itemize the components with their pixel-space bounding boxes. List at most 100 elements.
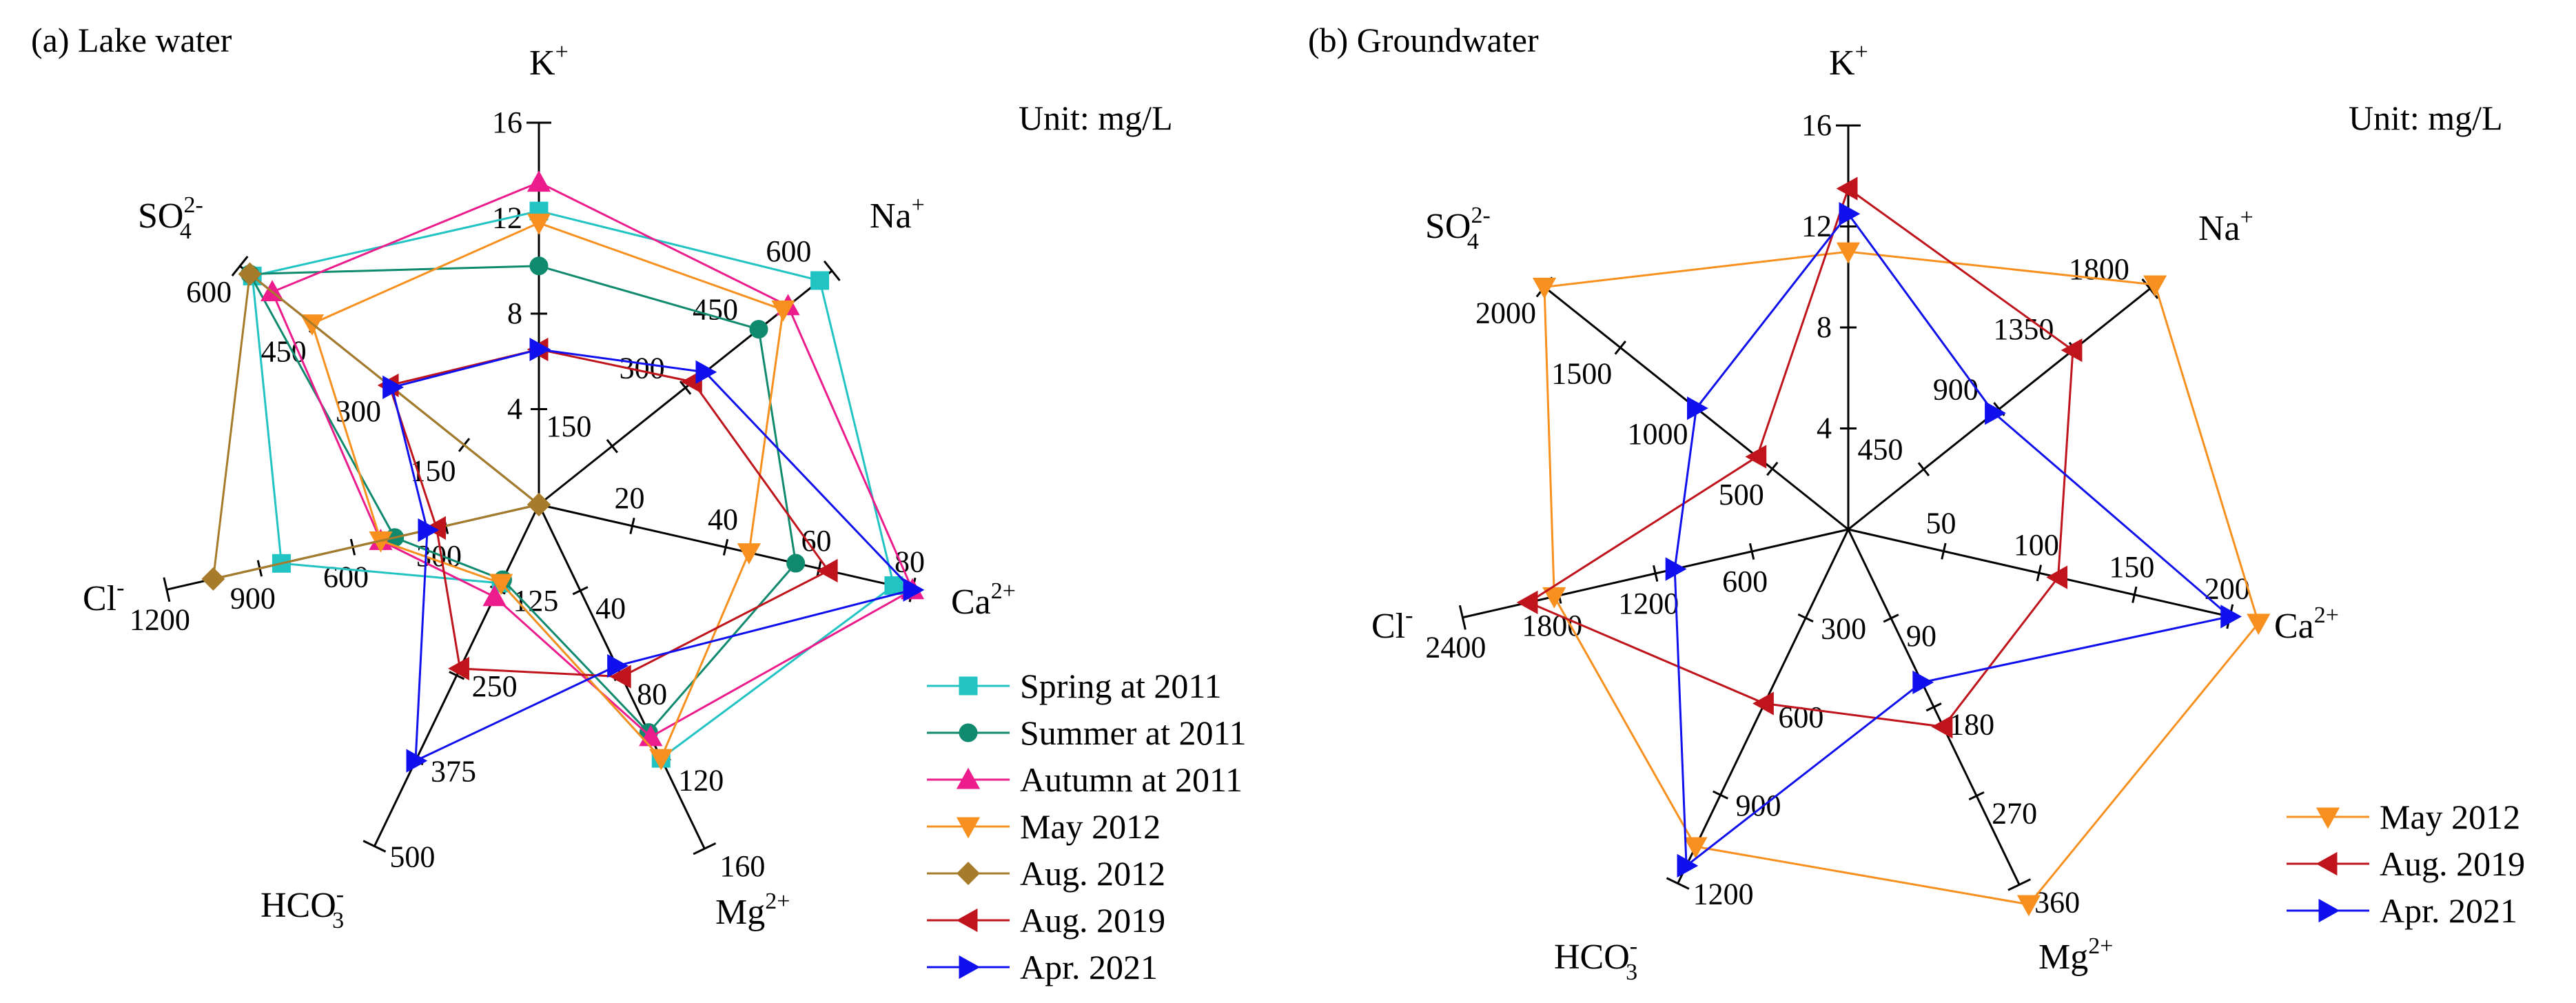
- marker-0-2-4: [482, 585, 507, 607]
- marker-1-0-6: [1532, 277, 1557, 299]
- series-1-2: [1665, 202, 2242, 878]
- axis-cap-0-3: [693, 842, 717, 855]
- axis-tick-1-2-1: [2036, 565, 2043, 582]
- series-line-1-2: [1673, 212, 2233, 868]
- tick-label-1-3-3: 360: [2034, 885, 2080, 919]
- legend-marker-1-1: [2316, 851, 2338, 876]
- legend-label-0-3: May 2012: [1020, 807, 1161, 846]
- marker-1-1-4: [1752, 691, 1774, 716]
- tick-label-0-6-3: 600: [186, 275, 232, 309]
- tick-label-0-3-0: 40: [595, 591, 626, 625]
- axis-cap-0-6: [231, 255, 249, 276]
- tick-label-1-6-2: 1500: [1551, 356, 1612, 390]
- series-line-1-0: [1543, 250, 2260, 906]
- axis-tick-0-1-0: [606, 438, 618, 454]
- marker-0-4-5: [201, 567, 225, 591]
- marker-0-6-2: [903, 578, 925, 602]
- series-0-6: [382, 337, 925, 773]
- tick-label-0-2-1: 40: [708, 503, 738, 536]
- panel-lake-water: (a) Lake water Unit: mg/L 481216K+150300…: [31, 21, 1247, 986]
- legend-marker-1-0: [2316, 807, 2340, 829]
- tick-label-1-0-3: 16: [1801, 108, 1832, 142]
- tick-label-1-3-2: 270: [1992, 797, 2037, 831]
- axis-label-1-5: Cl-: [1371, 602, 1413, 646]
- marker-1-0-0: [1836, 242, 1861, 264]
- marker-1-0-1: [2143, 275, 2167, 297]
- legend-label-1-1: Aug. 2019: [2380, 844, 2525, 883]
- tick-label-0-4-1: 250: [472, 669, 518, 703]
- panel-a-unit-label: Unit: mg/L: [1019, 99, 1173, 137]
- legend-label-0-0: Spring at 2011: [1020, 667, 1222, 705]
- legend-1: May 2012 Aug. 2019 Apr. 2021: [2287, 798, 2525, 930]
- marker-1-2-1: [1985, 401, 2006, 425]
- axis-tick-1-3-0: [1883, 614, 1899, 623]
- tick-label-0-0-0: 4: [507, 392, 522, 426]
- axis-tick-1-1-0: [1917, 462, 1930, 477]
- axis-cap-1-3: [2007, 878, 2032, 891]
- tick-label-1-0-1: 8: [1817, 310, 1832, 344]
- marker-0-0-2: [884, 576, 903, 596]
- marker-0-1-2: [786, 554, 806, 573]
- marker-1-2-0: [1839, 202, 1861, 226]
- axis-label-1-1: Na+: [2198, 205, 2253, 248]
- panel-a-title: (a) Lake water: [31, 21, 232, 59]
- axis-tick-0-2-2: [816, 560, 822, 577]
- legend-label-0-6: Apr. 2021: [1020, 948, 1158, 986]
- axis-label-1-3: Mg2+: [2038, 933, 2113, 977]
- series-line-0-3: [311, 221, 785, 760]
- legend-marker-0-0: [959, 676, 978, 696]
- marker-0-6-3: [607, 654, 628, 678]
- legend-marker-1-2: [2318, 898, 2340, 923]
- legend-label-1-2: Apr. 2021: [2380, 891, 2517, 930]
- marker-0-3-0: [527, 213, 551, 235]
- marker-1-2-2: [2220, 605, 2242, 629]
- axis-tick-1-5-1: [1653, 565, 1659, 582]
- panel-b-unit-label: Unit: mg/L: [2349, 99, 2503, 137]
- axis-tick-1-6-0: [1766, 461, 1779, 476]
- series-line-0-6: [390, 348, 914, 763]
- tick-label-1-3-0: 90: [1906, 619, 1936, 653]
- tick-label-1-5-0: 600: [1722, 565, 1768, 598]
- axis-tick-0-2-0: [629, 517, 635, 534]
- series-0-4: [201, 262, 551, 591]
- marker-1-0-2: [2247, 614, 2271, 636]
- legend-marker-0-5: [956, 908, 978, 933]
- marker-1-2-4: [1677, 853, 1699, 878]
- panel-groundwater: (b) Groundwater Unit: mg/L 4 8 12 16 K+ 450 90…: [1308, 21, 2525, 985]
- marker-1-0-3: [2016, 895, 2041, 917]
- marker-0-3-4: [489, 574, 513, 596]
- tick-label-1-3-1: 180: [1949, 708, 1994, 742]
- marker-0-6-0: [529, 337, 551, 362]
- marker-1-2-5: [1665, 557, 1687, 581]
- marker-0-6-6: [382, 375, 404, 399]
- series-line-0-2: [271, 181, 914, 738]
- legend-marker-0-3: [956, 817, 981, 839]
- axis-label-0-3: Mg2+: [715, 889, 790, 932]
- marker-0-6-4: [406, 749, 428, 773]
- marker-1-0-5: [1542, 587, 1566, 609]
- axis-label-1-4: HCO-3: [1554, 933, 1637, 985]
- legend-label-0-4: Aug. 2012: [1020, 854, 1165, 893]
- marker-1-1-0: [1836, 176, 1858, 201]
- marker-0-4-6: [238, 262, 262, 286]
- marker-1-1-1: [2061, 338, 2083, 363]
- axis-label-0-5: Cl-: [83, 575, 124, 618]
- marker-0-5-5: [425, 516, 446, 540]
- tick-label-1-0-0: 4: [1817, 412, 1832, 445]
- marker-0-5-2: [816, 558, 838, 582]
- axis-tick-1-3-2: [1968, 791, 1985, 801]
- legend-label-0-5: Aug. 2019: [1020, 901, 1165, 940]
- tick-label-1-6-0: 500: [1719, 478, 1764, 511]
- series-line-1-1: [1526, 187, 2074, 728]
- series-0-1: [241, 256, 806, 742]
- tick-label-0-4-0: 125: [513, 584, 558, 618]
- axis-label-0-6: SO2-4: [138, 192, 203, 244]
- marker-1-1-3: [1931, 715, 1953, 739]
- series-line-0-1: [248, 265, 797, 734]
- axis-tick-1-5-0: [1748, 543, 1755, 560]
- marker-1-2-3: [1912, 670, 1934, 694]
- series-1-1: [1516, 176, 2083, 739]
- tick-label-0-4-2: 375: [431, 755, 476, 789]
- tick-label-1-5-2: 1800: [1522, 609, 1582, 642]
